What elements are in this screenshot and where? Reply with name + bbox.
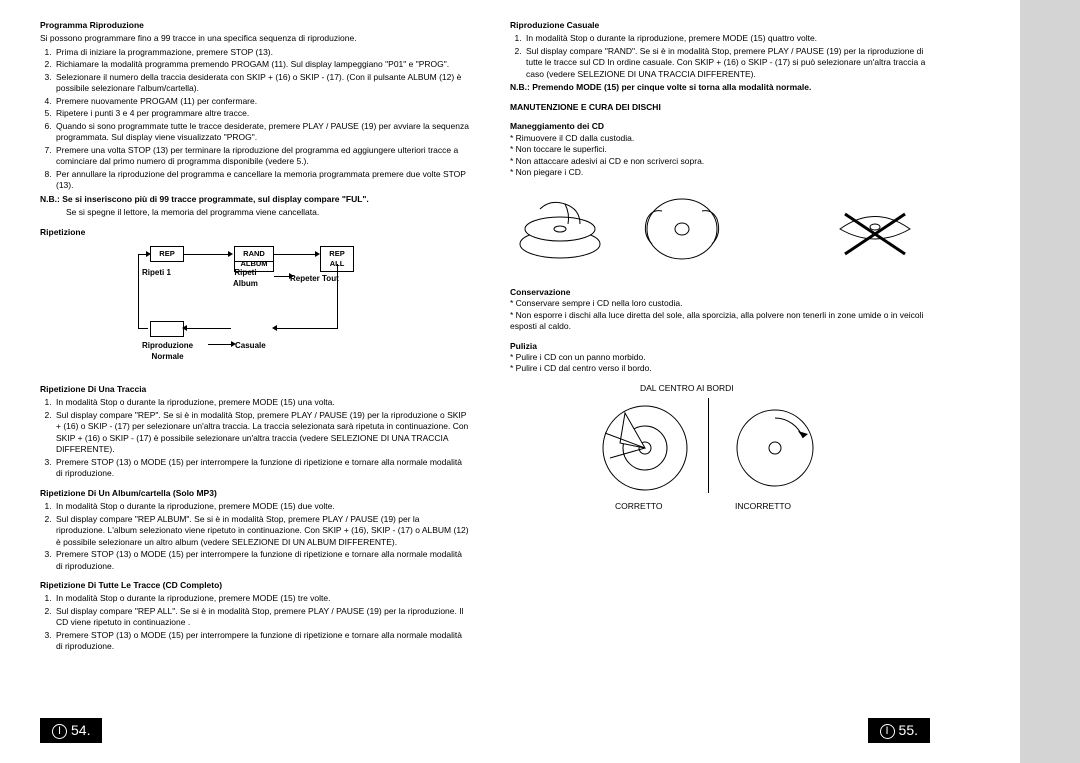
list-item: * Non toccare le superfici.	[510, 144, 940, 155]
flow-label: Riproduzione Normale	[142, 341, 193, 363]
list-item: In modalità Stop o durante la riproduzio…	[54, 397, 470, 408]
flow-label: Repeter Tout	[290, 274, 339, 285]
list-item: Selezionare il numero della traccia desi…	[54, 72, 470, 95]
prog-nb2: Se si spegne il lettore, la memoria del …	[40, 207, 470, 218]
pul-list: * Pulire i CD con un panno morbido. * Pu…	[510, 352, 940, 375]
list-item: In modalità Stop o durante la riproduzio…	[524, 33, 940, 44]
list-item: Sul display compare "REP ALBUM". Se si è…	[54, 514, 470, 548]
maneg-list: * Rimuovere il CD dalla custodia. * Non …	[510, 133, 940, 179]
divider-line	[708, 398, 709, 493]
list-item: Premere STOP (13) o MODE (15) per interr…	[54, 630, 470, 653]
clean-label-top: DAL CENTRO AI BORDI	[640, 383, 734, 394]
background-bar	[1020, 0, 1080, 763]
right-column: Riproduzione Casuale In modalità Stop o …	[490, 20, 980, 763]
list-item: * Pulire i CD con un panno morbido.	[510, 352, 940, 363]
prog-nb: N.B.: Se si inseriscono più di 99 tracce…	[40, 194, 470, 205]
cons-list: * Conservare sempre i CD nella loro cust…	[510, 298, 940, 332]
repeat-flow-diagram: REP REP ALBUM REP ALL RAND Ripeti 1 Ripe…	[120, 246, 420, 376]
page-number-right: I55.	[868, 718, 930, 743]
cd-handling-illustration	[510, 189, 940, 279]
list-item: Premere nuovamente PROGAM (11) per confe…	[54, 96, 470, 107]
list-item: Premere una volta STOP (13) per terminar…	[54, 145, 470, 168]
list-item: Sul display compare "RAND". Se si è in m…	[524, 46, 940, 80]
flow-box-empty	[150, 321, 184, 337]
cd-hold-icon	[632, 189, 732, 269]
cd-cleaning-illustration: DAL CENTRO AI BORDI CORRETTO INCORRETTO	[510, 383, 940, 523]
heading-maneggiamento: Maneggiamento dei CD	[510, 121, 940, 132]
left-column: Programma Riproduzione Si possono progra…	[0, 20, 490, 763]
list-item: Premere STOP (13) o MODE (15) per interr…	[54, 549, 470, 572]
flow-box-rep: REP	[150, 246, 184, 262]
cd-clean-correct-icon	[590, 398, 700, 498]
heading-rip-traccia: Ripetizione Di Una Traccia	[40, 384, 470, 395]
list-item: * Non attaccare adesivi ai CD e non scri…	[510, 156, 940, 167]
cd-clean-incorrect-icon	[730, 398, 820, 498]
list-item: Sul display compare "REP ALL". Se si è i…	[54, 606, 470, 629]
prog-list: Prima di iniziare la programmazione, pre…	[40, 47, 470, 192]
list-item: * Rimuovere il CD dalla custodia.	[510, 133, 940, 144]
lang-badge: I	[52, 724, 67, 739]
flow-label: Ripeti 1	[142, 268, 171, 279]
heading-rip-tutte: Ripetizione Di Tutte Le Tracce (CD Compl…	[40, 580, 470, 591]
list-item: Richiamare la modalità programma premend…	[54, 59, 470, 70]
list-item: * Non piegare i CD.	[510, 167, 940, 178]
lang-badge: I	[880, 724, 895, 739]
list-item: Ripetere i punti 3 e 4 per programmare a…	[54, 108, 470, 119]
page-number-left: I54.	[40, 718, 102, 743]
prog-intro: Si possono programmare fino a 99 tracce …	[40, 33, 470, 44]
heading-manutenzione: MANUTENZIONE E CURA DEI DISCHI	[510, 102, 940, 113]
list-item: * Pulire i CD dal centro verso il bordo.	[510, 363, 940, 374]
heading-casuale: Riproduzione Casuale	[510, 20, 940, 31]
flow-label: Casuale	[235, 341, 266, 352]
heading-pulizia: Pulizia	[510, 341, 940, 352]
list-item: Prima di iniziare la programmazione, pre…	[54, 47, 470, 58]
rip3-list: In modalità Stop o durante la riproduzio…	[40, 593, 470, 652]
flow-label: Ripeti Album	[233, 268, 258, 290]
list-item: Quando si sono programmate tutte le trac…	[54, 121, 470, 144]
rip1-list: In modalità Stop o durante la riproduzio…	[40, 397, 470, 479]
cas-nb: N.B.: Premendo MODE (15) per cinque volt…	[510, 82, 940, 93]
heading-programma: Programma Riproduzione	[40, 20, 470, 31]
heading-ripetizione: Ripetizione	[40, 227, 470, 238]
rip2-list: In modalità Stop o durante la riproduzio…	[40, 501, 470, 572]
list-item: Per annullare la riproduzione del progra…	[54, 169, 470, 192]
heading-conservazione: Conservazione	[510, 287, 940, 298]
list-item: In modalità Stop o durante la riproduzio…	[54, 501, 470, 512]
list-item: In modalità Stop o durante la riproduzio…	[54, 593, 470, 604]
list-item: * Conservare sempre i CD nella loro cust…	[510, 298, 940, 309]
flow-box-rand: RAND	[234, 246, 274, 262]
cd-remove-icon	[510, 189, 610, 269]
cas-list: In modalità Stop o durante la riproduzio…	[510, 33, 940, 80]
clean-label-correct: CORRETTO	[615, 501, 663, 512]
list-item: * Non esporre i dischi alla luce diretta…	[510, 310, 940, 333]
list-item: Premere STOP (13) o MODE (15) per interr…	[54, 457, 470, 480]
list-item: Sul display compare "REP". Se si è in mo…	[54, 410, 470, 456]
cd-bend-icon	[830, 199, 920, 279]
clean-label-incorrect: INCORRETTO	[735, 501, 791, 512]
heading-rip-album: Ripetizione Di Un Album/cartella (Solo M…	[40, 488, 470, 499]
